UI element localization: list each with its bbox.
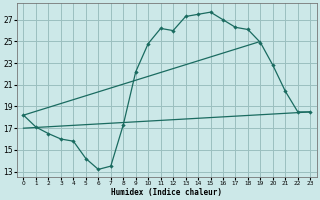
X-axis label: Humidex (Indice chaleur): Humidex (Indice chaleur) [111, 188, 222, 197]
